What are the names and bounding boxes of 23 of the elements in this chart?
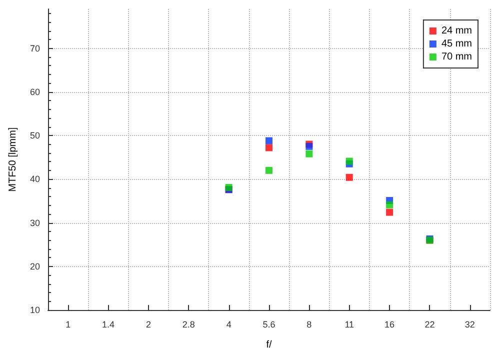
y-tick-label: 10: [30, 305, 40, 315]
y-tick-label: 70: [30, 43, 40, 54]
legend-label: 45 mm: [441, 38, 472, 50]
y-tick-label: 30: [30, 218, 40, 228]
y-tick-label: 40: [30, 174, 40, 184]
x-tick-label: 32: [464, 320, 475, 330]
x-tick-label: 22: [424, 320, 435, 330]
x-tick-label: 8: [306, 320, 312, 330]
x-tick-label: 2: [146, 320, 151, 330]
legend-label: 70 mm: [441, 52, 472, 62]
x-tick-label: 1: [66, 320, 71, 330]
x-tick-label: 16: [384, 320, 395, 330]
x-tick-label: 5.6: [262, 320, 276, 330]
x-tick-label: 1.4: [102, 320, 115, 330]
x-tick-label: 2.8: [182, 320, 195, 330]
y-tick-label: 20: [30, 261, 40, 272]
y-tick-label: 50: [30, 130, 40, 141]
x-tick-label: 4: [226, 320, 232, 330]
y-axis-title: MTF50 [lpmm]: [8, 127, 18, 192]
x-axis-title: f/: [266, 340, 272, 350]
y-tick-label: 60: [30, 86, 40, 97]
legend-label: 24 mm: [441, 26, 472, 36]
x-tick-label: 11: [344, 320, 354, 330]
